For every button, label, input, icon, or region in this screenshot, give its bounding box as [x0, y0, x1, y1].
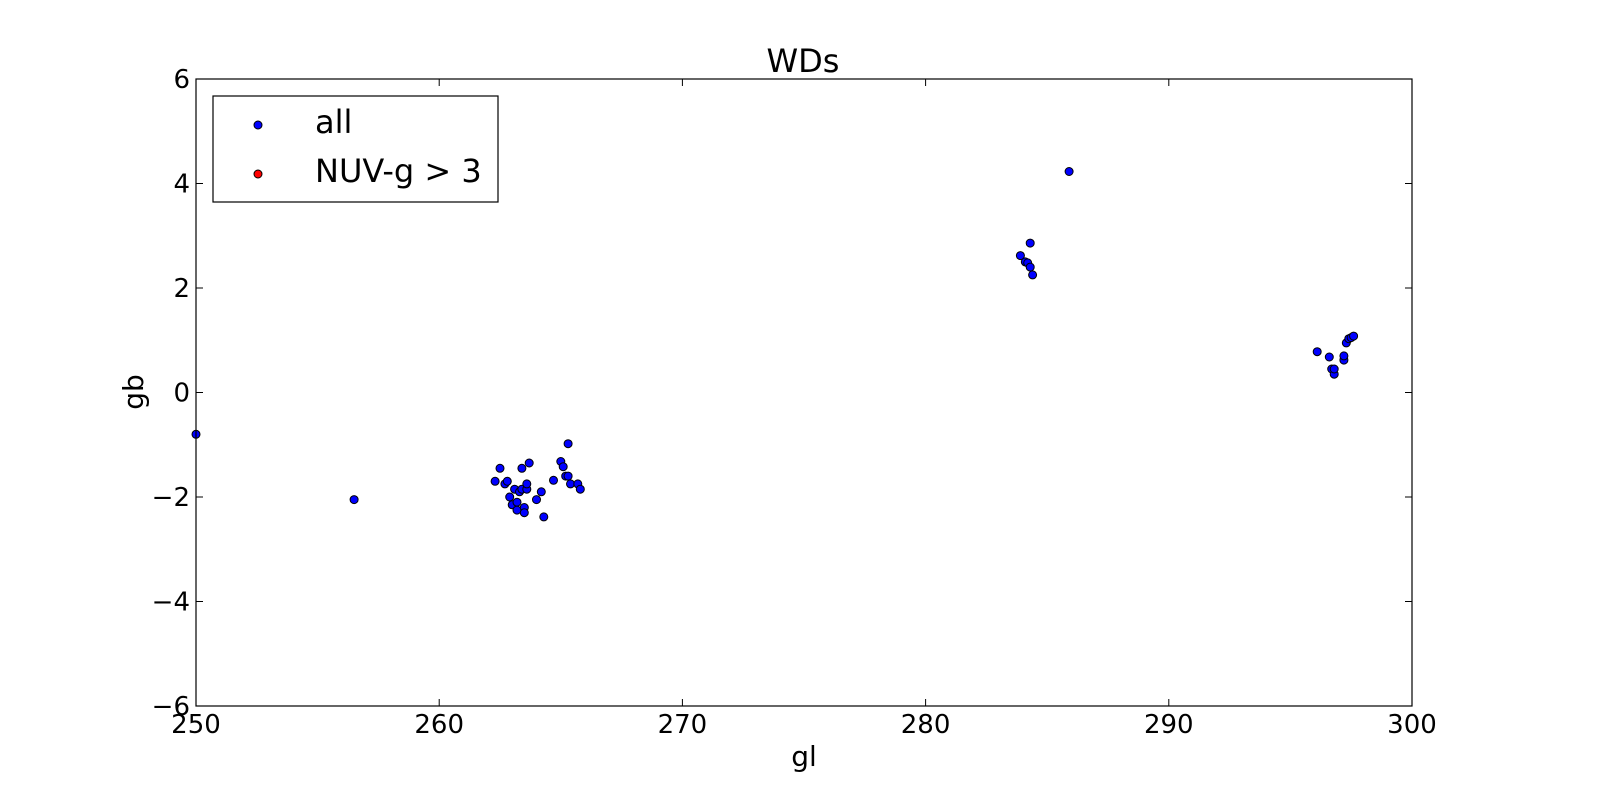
data-point — [1025, 262, 1035, 272]
data-point — [1349, 331, 1359, 341]
data-point — [539, 512, 549, 522]
x-tick-label: 290 — [1144, 710, 1194, 740]
data-point — [1015, 251, 1025, 261]
data-point — [1324, 352, 1334, 362]
data-point — [490, 476, 500, 486]
legend-marker-all — [253, 120, 263, 130]
y-axis-label: gb — [117, 374, 150, 410]
legend-label-all: all — [315, 103, 352, 141]
data-point — [502, 476, 512, 486]
data-point — [1064, 167, 1074, 176]
y-tick-label: 6 — [173, 65, 190, 95]
data-point — [505, 492, 515, 502]
legend-box — [212, 95, 499, 203]
y-tick-label: 4 — [173, 170, 190, 200]
data-point — [524, 458, 534, 468]
x-tick-label: 300 — [1387, 710, 1437, 740]
data-point — [1025, 238, 1035, 248]
y-tick-label: −2 — [152, 483, 190, 513]
data-point — [1028, 270, 1038, 280]
y-tick-label: −4 — [152, 588, 190, 618]
x-tick-label: 280 — [901, 710, 951, 740]
x-axis-ticks: 250 260 270 280 290 300 — [171, 79, 1437, 740]
legend: all NUV-g > 3 — [212, 95, 499, 203]
data-point — [1339, 351, 1349, 361]
x-tick-label: 250 — [171, 710, 221, 740]
data-point — [519, 508, 529, 518]
data-point — [522, 479, 532, 489]
data-point — [575, 484, 585, 494]
data-point — [549, 475, 558, 485]
legend-label-nuv-g: NUV-g > 3 — [315, 152, 482, 190]
data-point — [536, 487, 546, 497]
data-point — [349, 495, 359, 505]
data-point — [563, 439, 573, 449]
y-tick-label: 0 — [173, 379, 190, 409]
x-tick-label: 270 — [658, 710, 708, 740]
x-tick-label: 260 — [414, 710, 464, 740]
data-point — [563, 471, 573, 481]
y-axis-ticks: −6 −4 −2 0 2 4 6 — [152, 65, 1412, 722]
data-point — [1312, 347, 1322, 357]
data-point — [495, 463, 505, 473]
legend-marker-nuv-g — [253, 169, 263, 179]
y-tick-label: 2 — [173, 274, 190, 304]
x-axis-label: gl — [791, 740, 817, 773]
chart-title: WDs — [767, 42, 840, 80]
y-tick-label: −6 — [152, 692, 190, 722]
data-points — [191, 167, 1359, 522]
data-point — [532, 495, 541, 505]
data-point — [517, 463, 527, 473]
data-point — [558, 462, 568, 472]
data-point — [512, 505, 522, 515]
data-point — [512, 497, 522, 507]
data-point — [1329, 364, 1339, 374]
